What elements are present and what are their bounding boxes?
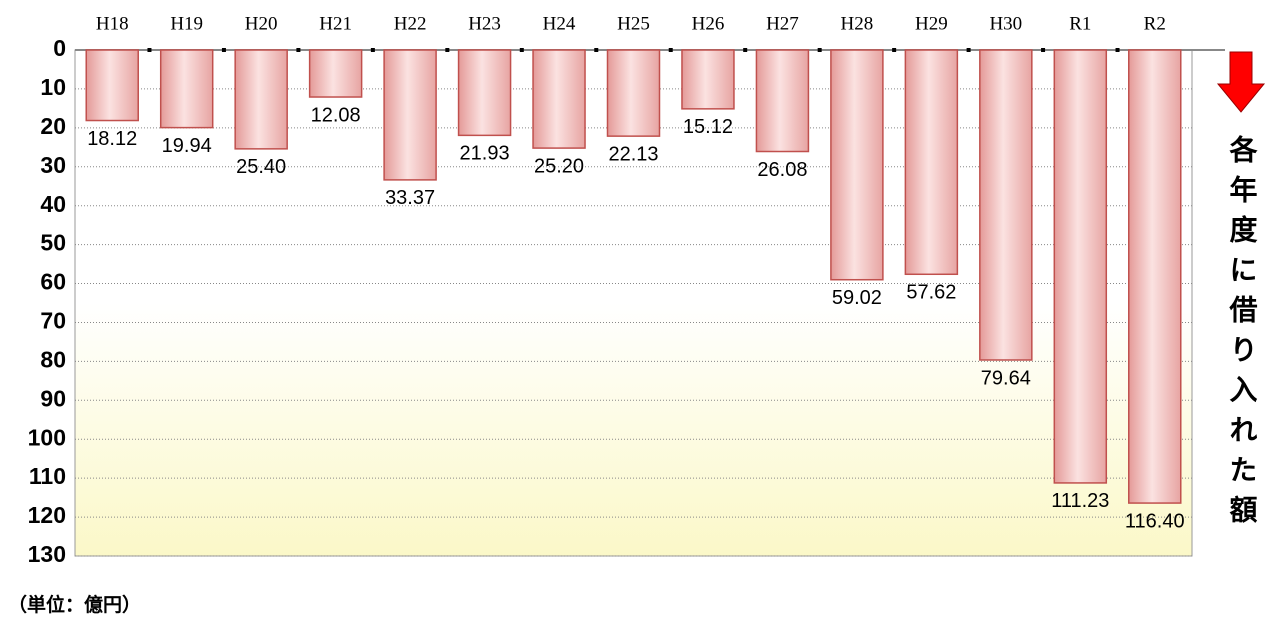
x-tick-label: H29 [915, 13, 948, 34]
value-label: 57.62 [906, 282, 956, 304]
value-label: 26.08 [757, 159, 807, 181]
y-tick-label: 20 [40, 113, 66, 139]
x-tick-label: H19 [170, 13, 203, 34]
y-tick-label: 50 [40, 230, 66, 256]
value-label: 59.02 [832, 287, 882, 309]
bar [159, 49, 214, 129]
x-tick-label: H18 [96, 13, 129, 34]
bar [457, 49, 512, 137]
bar [606, 49, 661, 137]
y-axis-label: 各年度に借り入れた額 [1227, 134, 1259, 535]
value-label: 79.64 [981, 367, 1031, 389]
bar [904, 49, 959, 276]
value-label: 116.40 [1125, 510, 1185, 532]
axis-tick [370, 48, 375, 52]
axis-tick [221, 48, 226, 52]
y-tick-label: 130 [28, 541, 66, 567]
axis-tick [966, 48, 971, 52]
y-tick-label: 90 [40, 385, 66, 411]
value-label: 19.94 [162, 135, 212, 157]
y-tick-label: 100 [28, 424, 66, 450]
bar [308, 49, 363, 98]
value-label: 15.12 [683, 116, 733, 138]
x-tick-label: H23 [468, 13, 501, 34]
x-tick-label: H30 [989, 13, 1022, 34]
y-tick-label: 60 [40, 269, 66, 295]
x-tick-label: H27 [766, 13, 799, 34]
y-tick-label: 120 [28, 502, 66, 528]
unit-note: （単位：億円） [8, 593, 141, 616]
y-tick-label: 0 [53, 35, 66, 61]
axis-tick [594, 48, 599, 52]
down-arrow [1216, 51, 1266, 113]
bar [681, 49, 735, 110]
y-tick-label: 40 [40, 191, 66, 217]
value-label: 111.23 [1051, 490, 1109, 512]
bar [979, 49, 1033, 361]
axis-tick [296, 48, 301, 52]
y-tick-label: 30 [40, 152, 66, 178]
x-tick-label: H25 [617, 13, 650, 34]
axis-tick [892, 48, 897, 52]
axis-tick [147, 48, 152, 52]
x-tick-label: H26 [692, 13, 725, 34]
x-tick-label: R1 [1069, 13, 1091, 34]
bar [1128, 49, 1182, 504]
axis-tick [1041, 48, 1046, 52]
axis-tick [817, 48, 822, 52]
axis-tick [1115, 48, 1120, 52]
value-label: 22.13 [608, 143, 658, 165]
axis-tick [668, 48, 673, 52]
y-tick-label: 80 [40, 346, 66, 372]
x-tick-label: H24 [543, 13, 576, 34]
axis-tick [445, 48, 450, 52]
axis-tick [743, 48, 748, 52]
bar [383, 49, 437, 181]
y-tick-label: 70 [40, 308, 66, 334]
bar [1053, 49, 1108, 484]
bar [532, 49, 586, 149]
bar [755, 49, 810, 153]
value-label: 18.12 [87, 128, 137, 150]
bar [85, 49, 139, 122]
x-tick-label: R2 [1144, 13, 1166, 34]
x-tick-label: H28 [841, 13, 874, 34]
x-tick-label: H20 [245, 13, 278, 34]
value-label: 33.37 [385, 187, 435, 209]
x-tick-label: H22 [394, 13, 427, 34]
bar [830, 49, 884, 281]
y-tick-label: 110 [29, 463, 66, 489]
value-label: 25.20 [534, 155, 584, 177]
bar [234, 49, 288, 150]
value-label: 21.93 [460, 143, 510, 165]
y-tick-label: 10 [40, 74, 66, 100]
value-label: 25.40 [236, 156, 286, 178]
x-tick-label: H21 [319, 13, 352, 34]
value-label: 12.08 [311, 104, 361, 126]
axis-tick [519, 48, 524, 52]
